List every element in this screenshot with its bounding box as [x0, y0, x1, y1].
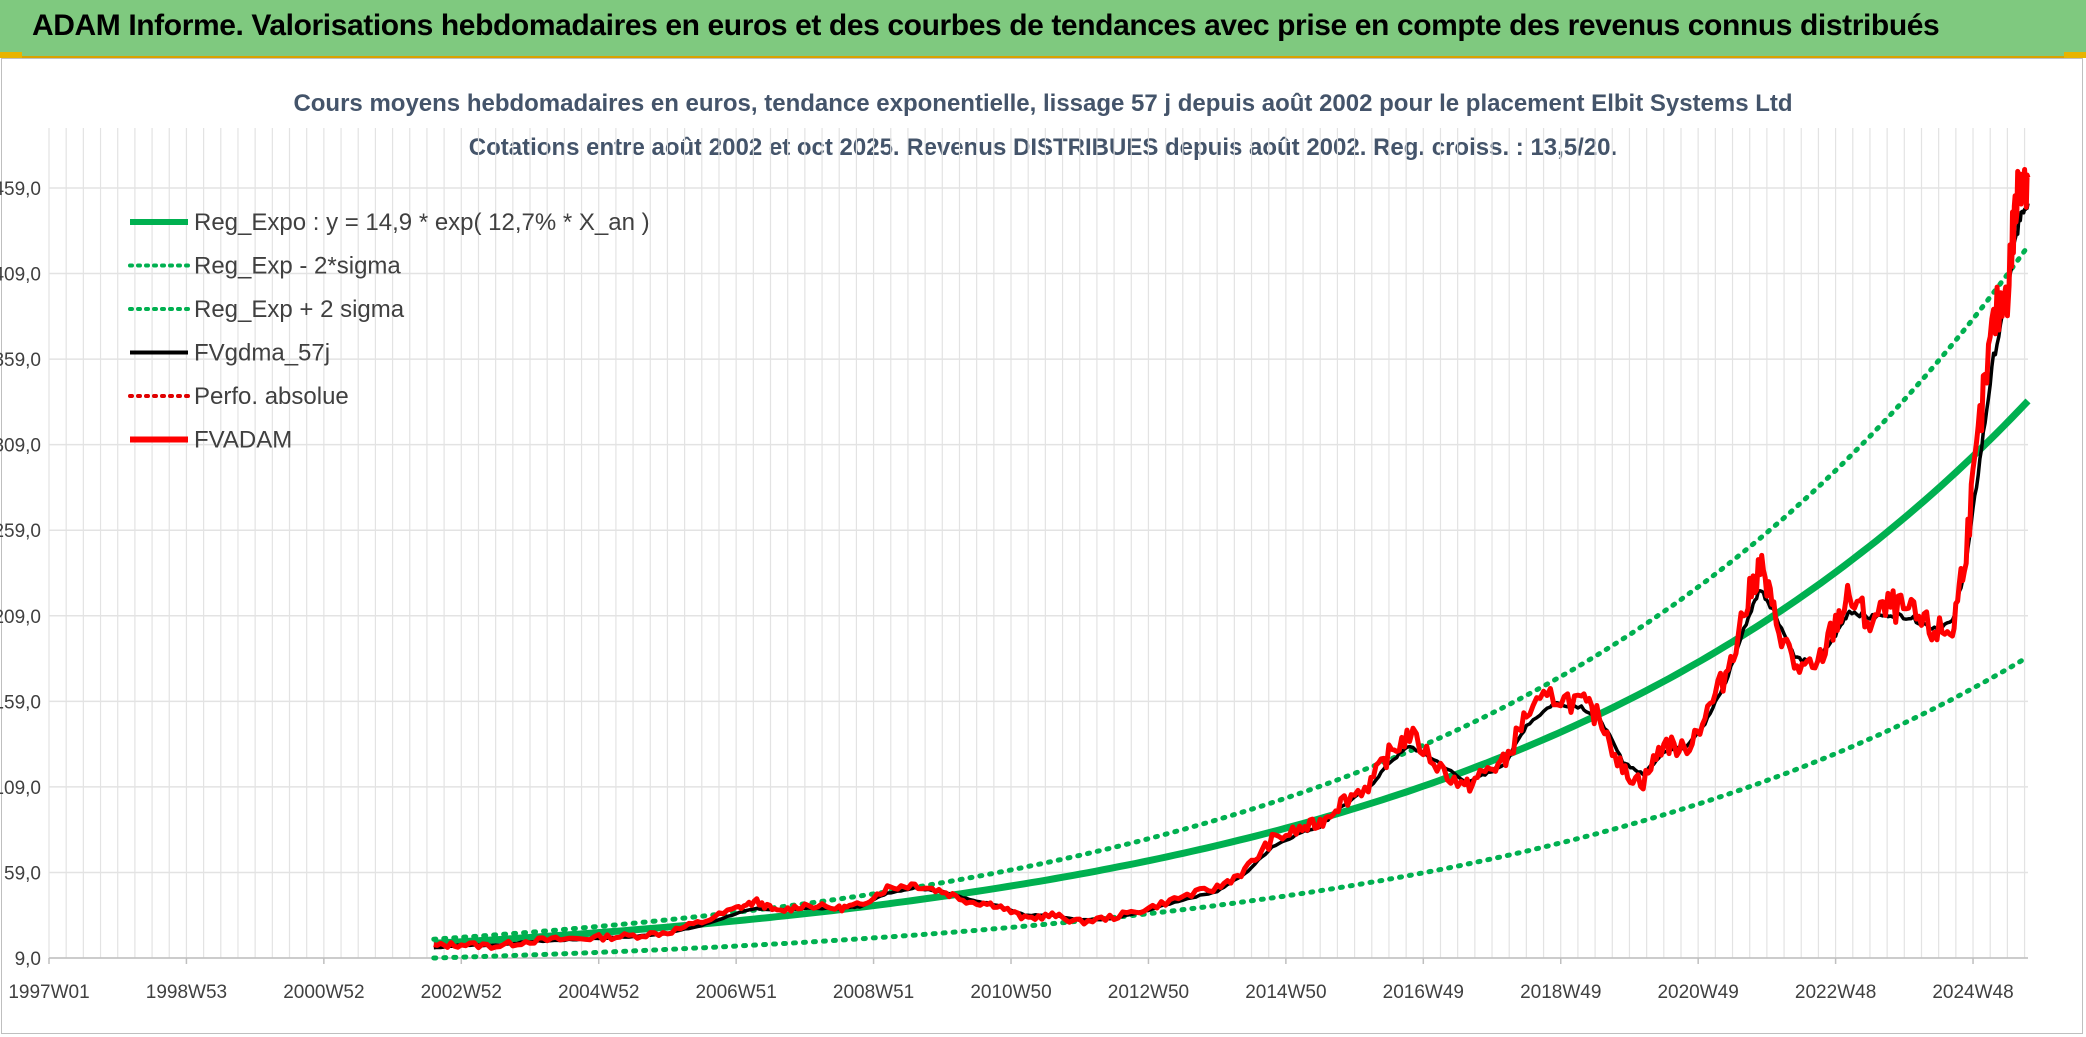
- upper-band-line: [431, 243, 2031, 942]
- banner-corner-left: [0, 52, 22, 58]
- x-tick-label: 2012W50: [1108, 982, 1189, 1003]
- y-tick-label: 59,0: [4, 863, 41, 884]
- x-axis-ticks: 1997W01 1998W53 2000W52 2002W52 2004W52 2006W…: [8, 958, 2014, 1003]
- y-tick-label: 259,0: [0, 521, 41, 542]
- x-tick-label: 2016W49: [1383, 982, 1464, 1003]
- x-tick-label: 2024W48: [1932, 982, 2013, 1003]
- x-tick-label: 2002W52: [421, 982, 502, 1003]
- lower-band-line: [431, 654, 2031, 961]
- x-tick-label: 2010W50: [970, 982, 1051, 1003]
- y-tick-label: 359,0: [0, 350, 41, 371]
- x-tick-label: 2004W52: [558, 982, 639, 1003]
- legend-label: FVADAM: [194, 427, 292, 454]
- y-tick-label: 459,0: [0, 179, 41, 200]
- y-tick-label: 209,0: [0, 607, 41, 628]
- x-tick-label: 2008W51: [833, 982, 914, 1003]
- legend-label: Reg_Exp - 2*sigma: [194, 253, 401, 280]
- fvgdma-57j-line: [433, 203, 2030, 950]
- chart-title: Cours moyens hebdomadaires en euros, ten…: [293, 90, 1792, 117]
- report-banner: ADAM Informe. Valorisations hebdomadaire…: [0, 0, 2086, 58]
- x-tick-label: 2018W49: [1520, 982, 1601, 1003]
- y-tick-label: 309,0: [0, 436, 41, 457]
- y-axis-ticks: 459,0 409,0 359,0 309,0 259,0 209,0 159,0 109,0…: [0, 179, 41, 970]
- x-tick-label: 2000W52: [283, 982, 364, 1003]
- y-tick-label: 109,0: [0, 778, 41, 799]
- fvadam-line: [433, 167, 2031, 951]
- legend: Reg_Expo : y = 14,9 * exp( 12,7% * X_an …: [128, 209, 650, 454]
- chart-frame: [1, 58, 2083, 1034]
- plot-area: [431, 167, 2031, 961]
- y-tick-label: 159,0: [0, 692, 41, 713]
- x-tick-label: 2006W51: [695, 982, 776, 1003]
- legend-label: Reg_Expo : y = 14,9 * exp( 12,7% * X_an …: [194, 209, 650, 236]
- legend-label: Reg_Exp + 2 sigma: [194, 296, 405, 323]
- legend-label: Perfo. absolue: [194, 383, 349, 410]
- y-tick-label: 9,0: [15, 949, 41, 970]
- x-tick-label: 2020W49: [1657, 982, 1738, 1003]
- report-title: ADAM Informe. Valorisations hebdomadaire…: [32, 9, 1940, 42]
- y-tick-label: 409,0: [0, 265, 41, 286]
- x-tick-label: 1997W01: [8, 982, 89, 1003]
- banner-corner-right: [2064, 52, 2086, 58]
- grid-lines: [48, 128, 2028, 959]
- regression-line: [433, 398, 2031, 947]
- chart-subtitle: Cotations entre août 2002 et oct 2025. R…: [469, 134, 1617, 161]
- x-tick-label: 2014W50: [1245, 982, 1326, 1003]
- x-tick-label: 2022W48: [1795, 982, 1876, 1003]
- legend-label: FVgdma_57j: [194, 340, 330, 367]
- x-tick-label: 1998W53: [146, 982, 227, 1003]
